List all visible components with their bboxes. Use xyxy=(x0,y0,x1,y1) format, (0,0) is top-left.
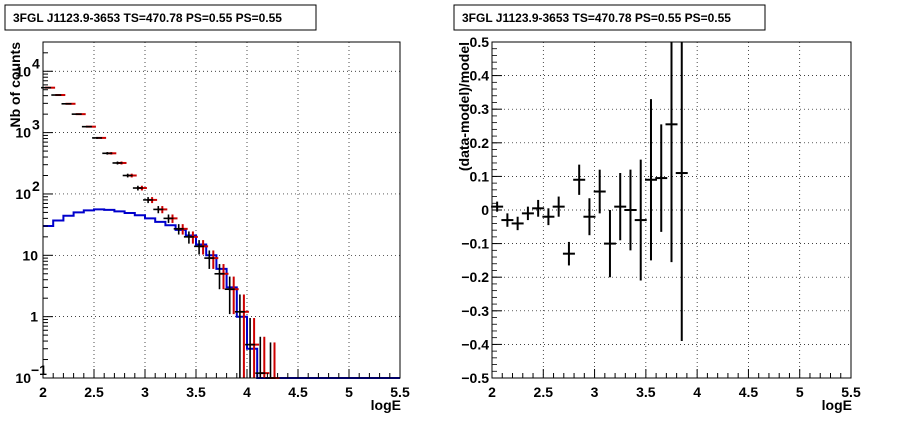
left-x-tick-label: 4 xyxy=(243,384,251,400)
left-x-tick-label: 2.5 xyxy=(84,384,104,400)
right-residual-points xyxy=(491,42,688,342)
right-y-tick-label: −0.5 xyxy=(461,370,489,386)
left-x-tick-label: 2 xyxy=(39,384,47,400)
left-y-tick-label: 1 xyxy=(30,309,38,325)
left-y-tick-label: 10 xyxy=(15,63,31,79)
right-y-tick-label: −0.3 xyxy=(461,303,489,319)
left-source-model xyxy=(43,208,400,379)
left-model-points xyxy=(45,86,280,379)
left-source-model-line xyxy=(43,208,400,379)
left-x-tick-label: 3 xyxy=(141,384,149,400)
right-x-axis-title: logE xyxy=(822,397,852,413)
left-panel: 3FGL J1123.9-3653 TS=470.78 PS=0.55 PS=0… xyxy=(4,4,410,413)
right-y-tick-label: 0.1 xyxy=(470,168,490,184)
left-x-tick-label: 3.5 xyxy=(186,384,206,400)
left-title: 3FGL J1123.9-3653 TS=470.78 PS=0.55 PS=0… xyxy=(13,11,282,25)
right-title-box xyxy=(453,4,766,31)
right-x-tick-label: 4 xyxy=(693,384,701,400)
left-grid xyxy=(43,42,400,378)
left-y-tick-exponent: 2 xyxy=(32,178,40,194)
right-x-tick-label: 5.5 xyxy=(841,384,861,400)
left-frame xyxy=(42,41,401,379)
left-title-box xyxy=(4,4,317,31)
right-x-tick-label: 2 xyxy=(488,384,496,400)
left-data-points xyxy=(41,86,276,379)
right-grid xyxy=(492,42,851,378)
right-x-tick-label: 2.5 xyxy=(534,384,554,400)
right-panel: 3FGL J1123.9-3653 TS=470.78 PS=0.55 PS=0… xyxy=(453,4,861,413)
right-y-tick-label: −0.1 xyxy=(461,236,489,252)
left-x-tick-label: 4.5 xyxy=(288,384,308,400)
right-y-tick-label: −0.4 xyxy=(461,336,489,352)
left-y-tick-label: 10 xyxy=(22,247,38,263)
left-y-tick-exponent: 3 xyxy=(32,117,40,133)
right-axis-ticks: 2 2.5 3 3.5 4 4.5 5 5.5 −0.5 −0.4 −0.3 −0.2 −0.1 0 0.1… xyxy=(461,34,861,400)
left-y-tick-label: 10 xyxy=(15,370,31,386)
left-y-tick-label: 10 xyxy=(15,125,31,141)
left-x-tick-label: 5.5 xyxy=(390,384,410,400)
right-x-tick-label: 3.5 xyxy=(636,384,656,400)
left-y-tick-label: 10 xyxy=(15,186,31,202)
right-y-tick-label: 0 xyxy=(481,202,489,218)
left-x-axis-title: logE xyxy=(371,397,401,413)
right-x-tick-label: 5 xyxy=(796,384,804,400)
right-y-tick-label: 0.2 xyxy=(470,135,490,151)
left-y-tick-exponent: 4 xyxy=(32,55,40,71)
right-title: 3FGL J1123.9-3653 TS=470.78 PS=0.55 PS=0… xyxy=(462,11,731,25)
right-y-tick-label: 0.5 xyxy=(470,34,490,50)
left-y-axis-title: Nb of counts xyxy=(7,42,23,128)
right-x-tick-label: 3 xyxy=(591,384,599,400)
right-y-tick-label: −0.2 xyxy=(461,269,489,285)
left-y-tick-exponent: −1 xyxy=(31,362,47,378)
right-y-axis-title: (data-model)/model xyxy=(456,42,472,171)
right-y-tick-label: 0.3 xyxy=(470,101,490,117)
right-y-tick-label: 0.4 xyxy=(470,68,490,84)
right-x-tick-label: 4.5 xyxy=(739,384,759,400)
left-x-tick-label: 5 xyxy=(345,384,353,400)
